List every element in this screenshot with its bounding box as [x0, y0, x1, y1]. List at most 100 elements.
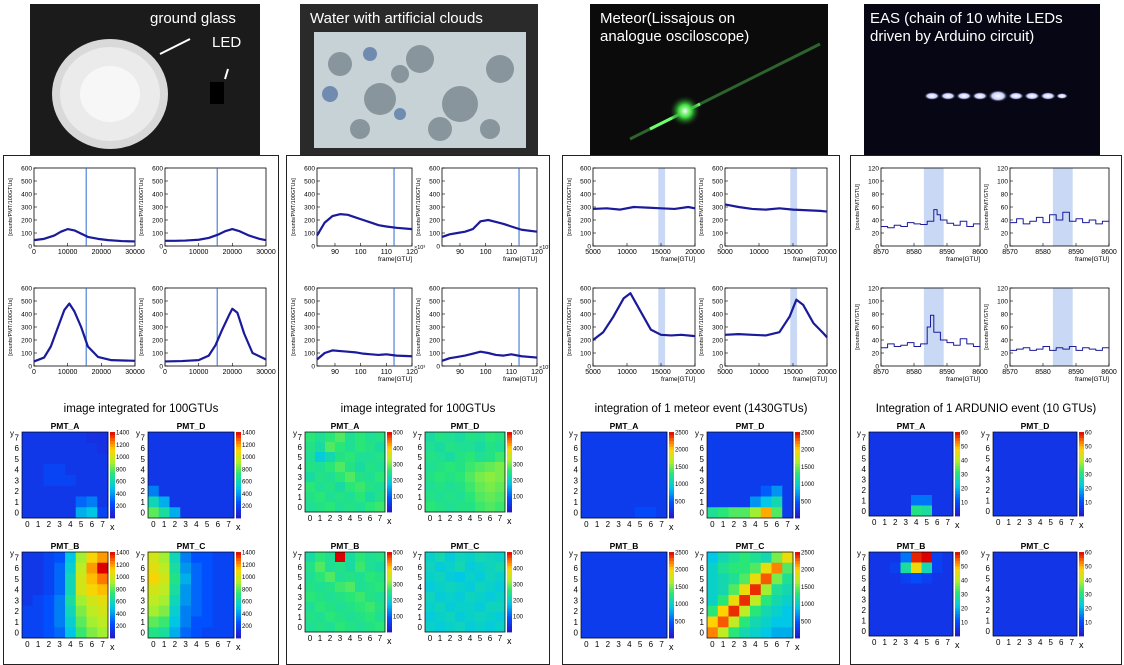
map-y-tick: 2	[418, 483, 423, 492]
colorbar-tick-label: 200	[242, 624, 253, 630]
y-tick-label: 60	[1001, 325, 1009, 332]
map-cell	[345, 582, 355, 592]
map-x-label: x	[110, 522, 115, 532]
map-cell	[993, 464, 1004, 475]
map-cell	[44, 432, 55, 443]
map-x-tick: 3	[616, 640, 621, 649]
colorbar-segment	[1079, 491, 1084, 494]
map-cell	[880, 485, 891, 496]
map-cell	[335, 502, 345, 512]
map-cell	[993, 474, 1004, 485]
map-x-tick: 6	[216, 640, 221, 649]
colorbar-segment	[387, 504, 392, 507]
map-cell	[1035, 615, 1046, 626]
highlight-band	[1053, 288, 1073, 366]
y-tick-label: 300	[152, 325, 163, 332]
map-cell	[761, 617, 772, 628]
x-axis-label: frame[GTU]	[793, 256, 827, 263]
colorbar-segment	[387, 456, 392, 459]
map-cell	[365, 452, 375, 462]
map-cell	[76, 563, 87, 574]
map-cell	[355, 482, 365, 492]
map-cell	[76, 627, 87, 638]
map-y-tick: 6	[418, 443, 423, 452]
map-cell	[646, 627, 657, 638]
map-cell	[76, 606, 87, 617]
x-tick-label: 90	[331, 249, 339, 256]
map-cell	[191, 497, 202, 508]
pmt-title: PMT_D	[1021, 421, 1050, 431]
colorbar-segment	[795, 481, 800, 484]
map-cell	[305, 592, 315, 602]
colorbar-segment	[507, 571, 512, 574]
pmt-map: PMT_B0011223344556677xy102030405060	[857, 541, 968, 650]
map-cell	[485, 552, 495, 562]
map-cell	[901, 432, 912, 443]
colorbar-segment	[795, 635, 800, 638]
map-cell	[624, 497, 635, 508]
map-cell	[901, 485, 912, 496]
map-cell	[44, 507, 55, 518]
curve-plot: 0204060801001208570 8580 8590 8600[counts/P…	[984, 166, 1117, 264]
colorbar-segment	[795, 598, 800, 601]
map-x-label: x	[1079, 520, 1084, 530]
colorbar-segment	[236, 435, 241, 438]
y-tick-label: 500	[712, 299, 723, 306]
map-cell	[223, 443, 234, 454]
highlight-band	[924, 168, 944, 246]
map-cell	[761, 552, 772, 563]
map-cell	[739, 617, 750, 628]
map-cell	[375, 482, 385, 492]
map-cell	[495, 622, 505, 632]
map-cell	[911, 563, 922, 574]
colorbar-segment	[795, 589, 800, 592]
colorbar-segment	[507, 477, 512, 480]
map-x-tick: 4	[914, 638, 919, 647]
map-cell	[485, 432, 495, 442]
map-cell	[65, 443, 76, 454]
map-cell	[624, 595, 635, 606]
map-cell	[880, 552, 891, 563]
map-cell	[180, 617, 191, 628]
map-y-tick: 4	[298, 583, 303, 592]
map-x-tick: 3	[1028, 518, 1033, 527]
map-cell	[475, 432, 485, 442]
map-cell	[485, 602, 495, 612]
map-cell	[170, 574, 181, 585]
map-y-tick: 0	[862, 507, 867, 516]
colorbar-segment	[669, 449, 674, 452]
colorbar-segment	[795, 609, 800, 612]
map-cell	[335, 462, 345, 472]
map-y-tick: 5	[418, 453, 423, 462]
colorbar-tick-label: 800	[242, 587, 253, 593]
map-cell	[33, 574, 44, 585]
map-cell	[656, 475, 667, 486]
colorbar-segment	[236, 469, 241, 472]
map-cell	[922, 506, 933, 517]
colorbar-segment	[236, 438, 241, 441]
map-cell	[1025, 594, 1036, 605]
map-cell	[33, 595, 44, 606]
map-y-tick: 7	[574, 553, 579, 562]
map-x-tick: 3	[904, 638, 909, 647]
map-cell	[911, 594, 922, 605]
map-cell	[335, 432, 345, 442]
map-cell	[739, 454, 750, 465]
map-cell	[33, 443, 44, 454]
map-cell	[170, 454, 181, 465]
colorbar-segment	[795, 475, 800, 478]
colorbar-segment	[110, 466, 115, 469]
map-cell	[656, 563, 667, 574]
colorbar-segment	[795, 612, 800, 615]
map-x-tick: 7	[378, 634, 383, 643]
map-cell	[315, 432, 325, 442]
colorbar-segment	[387, 472, 392, 475]
colorbar-segment	[795, 512, 800, 515]
colorbar-segment	[110, 449, 115, 452]
map-cell	[180, 432, 191, 443]
map-cell	[76, 454, 87, 465]
colorbar-segment	[955, 505, 960, 508]
map-cell	[613, 454, 624, 465]
map-cell	[603, 497, 614, 508]
map-cell	[592, 617, 603, 628]
